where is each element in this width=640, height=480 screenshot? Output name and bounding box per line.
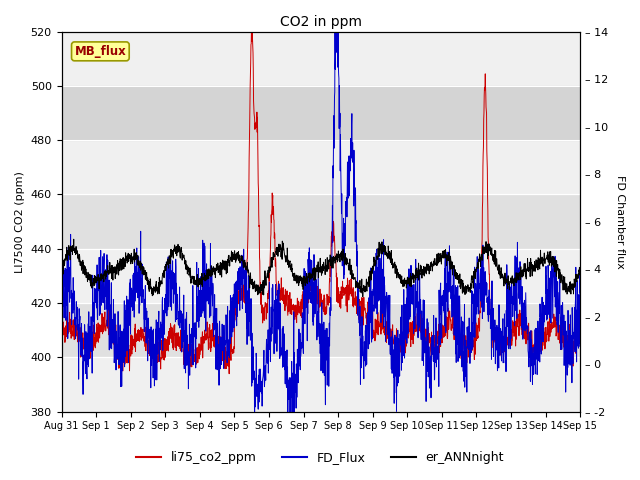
Bar [61, 249, 580, 303]
Title: CO2 in ppm: CO2 in ppm [280, 15, 362, 29]
Bar [61, 358, 580, 412]
Bar [61, 86, 580, 140]
Bar [61, 32, 580, 86]
Legend: li75_co2_ppm, FD_Flux, er_ANNnight: li75_co2_ppm, FD_Flux, er_ANNnight [131, 446, 509, 469]
Y-axis label: FD Chamber flux: FD Chamber flux [615, 175, 625, 268]
Bar [61, 140, 580, 194]
Y-axis label: LI7500 CO2 (ppm): LI7500 CO2 (ppm) [15, 171, 25, 273]
Text: MB_flux: MB_flux [74, 45, 126, 58]
